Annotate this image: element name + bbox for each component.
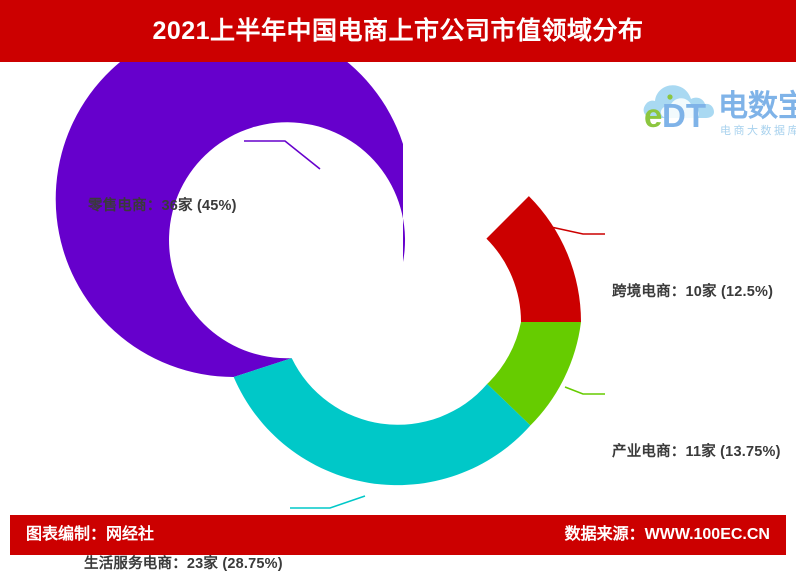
logo-tagline: 电商大数据库 [720, 123, 796, 137]
logo-brand-name: 电数宝 [718, 89, 796, 123]
slice-cross-border [486, 196, 581, 322]
logo-dot [667, 94, 673, 100]
slice-retail [55, 62, 405, 378]
footer-credit: 图表编制：网经社 [26, 526, 155, 543]
footer-source: 数据来源：WWW.100EC.CN [564, 526, 770, 543]
leader-line-retail [244, 140, 321, 170]
slice-life-service [233, 358, 531, 486]
footer-bar: 图表编制：网经社 数据来源：WWW.100EC.CN [10, 515, 786, 555]
brand-logo: e DT 电数宝 电商大数据库 [640, 72, 796, 140]
slice-label-industry: 产业电商：11家 (13.75%) [612, 444, 781, 460]
donut-chart: 零售电商：36家 (45%) 跨境电商：10家 (12.5%) 产业电商：11家… [0, 62, 796, 572]
cloud-icon [643, 85, 714, 118]
leader-line-industry [564, 386, 605, 395]
page-title: 2021上半年中国电商上市公司市值领域分布 [152, 17, 644, 45]
slice-label-cross-border: 跨境电商：10家 (12.5%) [612, 284, 774, 300]
logo-mark-text: e [644, 97, 662, 134]
slice-label-retail: 零售电商：36家 (45%) [88, 198, 237, 214]
slice-industry [487, 322, 581, 426]
leader-line-cross-border [550, 226, 605, 235]
leader-line-life-service [290, 495, 366, 509]
logo-mark-text-dt: DT [662, 97, 706, 134]
header-bar: 2021上半年中国电商上市公司市值领域分布 [0, 0, 796, 62]
